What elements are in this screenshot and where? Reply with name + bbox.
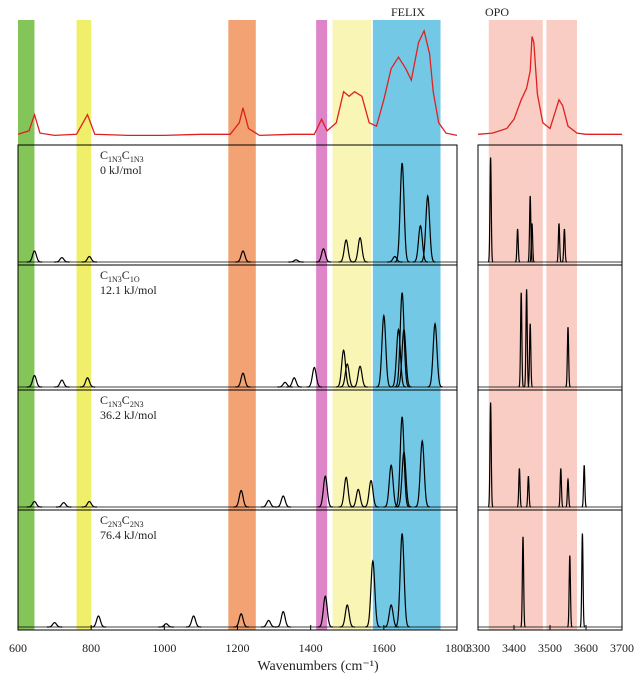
peak — [56, 503, 71, 507]
x-tick-label: 3600 — [574, 641, 598, 655]
isomer-energy: 0 kJ/mol — [100, 163, 142, 177]
band — [316, 20, 327, 630]
band — [489, 20, 543, 630]
x-tick-label: 1200 — [226, 641, 250, 655]
peak — [276, 496, 291, 507]
isomer-base: C — [100, 148, 108, 162]
x-tick-label: 3700 — [610, 641, 634, 655]
isomer-energy: 36.2 kJ/mol — [100, 408, 157, 422]
band — [546, 20, 577, 630]
x-tick-label: 1000 — [152, 641, 176, 655]
x-tick-label: 600 — [9, 641, 27, 655]
peak — [47, 623, 62, 627]
x-axis-label: Wavenumbers (cm⁻¹) — [257, 659, 379, 674]
panel-label: FELIX — [391, 5, 425, 19]
peak — [582, 465, 587, 507]
peak — [159, 624, 174, 627]
isomer-energy: 12.1 kJ/mol — [100, 283, 157, 297]
isomer-base: C — [122, 148, 130, 162]
chart: Wavenumbers (cm⁻¹) FELIX 600 800 1000 1200 14… — [0, 0, 636, 678]
x-tick-label: 1600 — [372, 641, 396, 655]
isomer-name: C1N3C2N3 — [100, 393, 144, 409]
peak — [91, 616, 106, 627]
peak — [186, 616, 201, 627]
x-tick-label: 800 — [82, 641, 100, 655]
peak — [54, 258, 69, 262]
x-tick-label: 3400 — [502, 641, 526, 655]
x-tick-label: 3300 — [466, 641, 490, 655]
peak — [261, 500, 276, 507]
isomer-base: C — [122, 393, 130, 407]
x-tick-label: 1400 — [299, 641, 323, 655]
isomer-name: C1N3C1N3 — [100, 148, 144, 164]
isomer-base: C — [122, 268, 130, 282]
peak — [54, 380, 69, 387]
peak — [261, 620, 276, 627]
isomer-base: C — [100, 268, 108, 282]
isomer-energy: 76.4 kJ/mol — [100, 528, 157, 542]
isomer-name: C1N3C1O — [100, 268, 140, 284]
isomer-base: C — [100, 393, 108, 407]
isomer-name: C2N3C2N3 — [100, 513, 144, 529]
peak — [580, 534, 585, 627]
peak — [276, 612, 291, 627]
band — [77, 20, 92, 630]
isomer-base: C — [100, 513, 108, 527]
x-tick-label: 3500 — [538, 641, 562, 655]
isomer-base: C — [122, 513, 130, 527]
band — [18, 20, 34, 630]
panel-label: OPO — [485, 5, 509, 19]
